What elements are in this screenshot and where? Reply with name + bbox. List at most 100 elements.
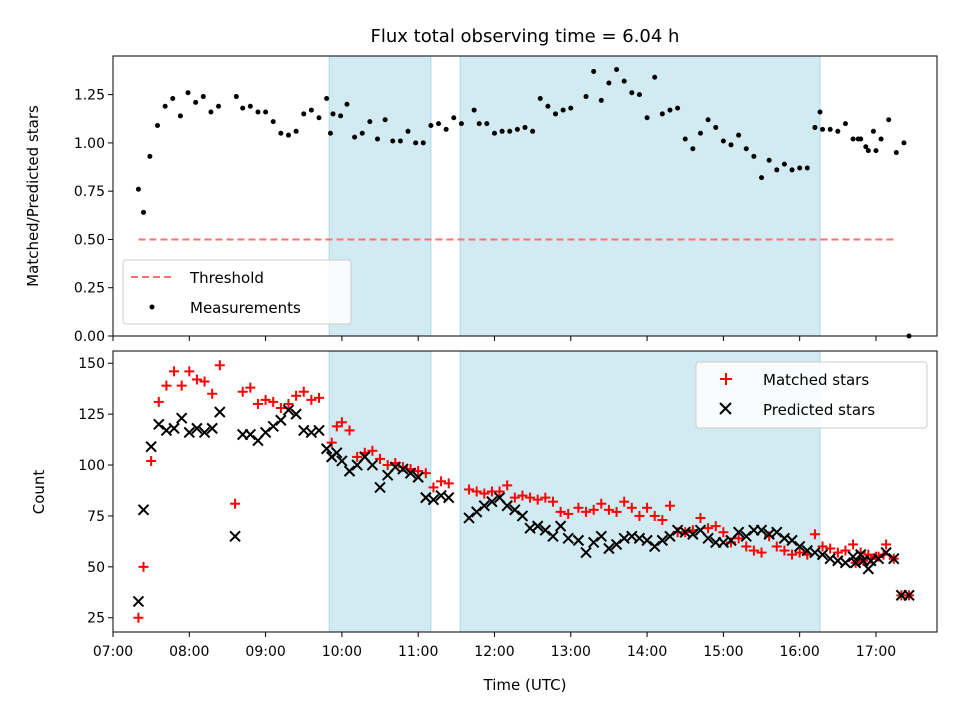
predicted-star-point-12 [229, 530, 241, 543]
measurement-point-81 [759, 175, 765, 181]
measurement-point-99 [863, 144, 869, 150]
predicted-star-point-51 [532, 520, 544, 532]
measurement-point-55 [553, 111, 559, 117]
matched-star-point-45 [494, 486, 505, 497]
legend-measurements-label: Measurements [190, 299, 301, 317]
measurement-point-38 [420, 140, 426, 146]
predicted-star-point-39 [427, 493, 440, 506]
measurement-point-10 [208, 109, 214, 115]
measurement-point-59 [591, 68, 597, 74]
predicted-star-point-67 [656, 534, 669, 547]
bot-y-tick-label-2: 75 [87, 509, 105, 525]
matched-star-point-40 [443, 478, 454, 489]
predicted-star-point-14 [244, 428, 257, 441]
matched-star-point-7 [184, 366, 195, 377]
measurement-point-103 [893, 150, 899, 156]
predicted-star-point-43 [470, 506, 483, 518]
matched-star-point-73 [710, 521, 721, 532]
measurement-point-100 [870, 128, 876, 134]
measurement-point-37 [413, 140, 419, 146]
predicted-star-point-47 [501, 500, 513, 512]
measurement-point-29 [352, 134, 358, 140]
matched-star-point-57 [588, 504, 599, 515]
top-plot-frame [112, 55, 938, 337]
measurement-point-104 [901, 140, 907, 146]
predicted-star-point-7 [183, 426, 196, 439]
measurement-point-5 [170, 95, 176, 101]
predicted-star-point-84 [786, 534, 798, 547]
measurement-point-83 [774, 167, 780, 173]
top-y-axis-label: Matched/Predicted stars [24, 105, 42, 287]
legend-predicted-label: Predicted stars [763, 401, 875, 419]
measurement-point-28 [344, 101, 350, 107]
predicted-star-point-28 [343, 465, 356, 477]
measurement-point-71 [682, 136, 688, 142]
matched-star-point-65 [649, 510, 660, 521]
matched-star-point-22 [306, 394, 317, 405]
measurement-point-68 [659, 111, 665, 117]
measurement-point-31 [367, 119, 373, 125]
x-tick-label-9: 16:00 [779, 644, 819, 660]
x-tick-label-0: 07:00 [93, 644, 133, 660]
predicted-star-point-49 [516, 510, 529, 522]
measurement-point-77 [728, 142, 734, 148]
measurement-point-1 [141, 209, 147, 215]
matched-star-point-17 [268, 396, 279, 407]
measurement-point-74 [705, 117, 711, 123]
measurement-point-11 [216, 103, 222, 109]
top-x-ticks [112, 336, 877, 341]
measurement-point-63 [621, 78, 627, 84]
measurement-point-8 [193, 99, 199, 105]
matched-star-point-4 [161, 380, 172, 391]
measurement-point-57 [568, 105, 574, 111]
measurement-point-27 [338, 113, 344, 119]
predicted-star-point-88 [816, 548, 829, 561]
measurement-point-12 [233, 94, 239, 100]
top-shaded-span-1 [459, 55, 821, 337]
measurement-point-88 [812, 124, 818, 130]
predicted-star-point-61 [610, 538, 623, 551]
measurement-point-26 [330, 111, 336, 117]
predicted-star-point-19 [282, 404, 295, 416]
measurement-point-85 [789, 167, 795, 173]
top-y-tick-label-5: 1.25 [74, 88, 105, 104]
matched-star-point-53 [555, 506, 566, 517]
matched-star-point-86 [809, 529, 820, 540]
matched-star-point-3 [153, 396, 164, 407]
matched-star-point-90 [840, 545, 851, 556]
measurement-point-80 [751, 153, 757, 159]
top-y-tick-label-0: 0.00 [74, 329, 105, 345]
measurement-point-86 [797, 165, 803, 171]
matched-star-point-5 [169, 366, 180, 377]
measurement-point-91 [835, 128, 841, 134]
measurement-point-95 [865, 148, 871, 154]
measurement-point-76 [720, 138, 726, 144]
matched-star-point-25 [331, 421, 342, 432]
bottom-y-ticks: 25 50 75 100 125 150 [78, 356, 113, 627]
matched-star-point-20 [291, 390, 302, 401]
matched-star-point-12 [230, 498, 241, 509]
measurement-point-22 [308, 107, 314, 113]
predicted-star-point-102 [903, 589, 915, 602]
predicted-star-point-66 [648, 540, 661, 553]
bottom-panel: 25 50 75 100 125 150 07:00 08:00 09:00 10:00 11:0… [30, 350, 938, 694]
matched-star-point-54 [563, 508, 574, 519]
matched-star-point-62 [626, 502, 637, 513]
matched-star-point-52 [547, 496, 558, 507]
measurement-point-33 [382, 117, 388, 123]
matched-star-point-36 [413, 466, 424, 477]
predicted-star-point-52 [539, 524, 552, 536]
top-legend: Threshold Measurements [122, 259, 352, 325]
measurement-point-79 [743, 146, 749, 152]
matched-star-point-43 [479, 488, 490, 499]
predicted-star-point-37 [412, 471, 424, 483]
measurement-point-67 [652, 74, 658, 80]
matched-star-point-82 [779, 545, 790, 556]
predicted-star-point-31 [366, 459, 379, 471]
predicted-star-point-48 [509, 504, 521, 516]
matched-star-point-9 [199, 376, 210, 387]
matched-star-point-10 [207, 388, 218, 399]
measurement-point-24 [324, 95, 330, 101]
bottom-x-ticks: 07:00 08:00 09:00 10:00 11:00 12:00 13:00 14:00… [93, 632, 896, 660]
predicted-star-point-93 [854, 548, 867, 561]
